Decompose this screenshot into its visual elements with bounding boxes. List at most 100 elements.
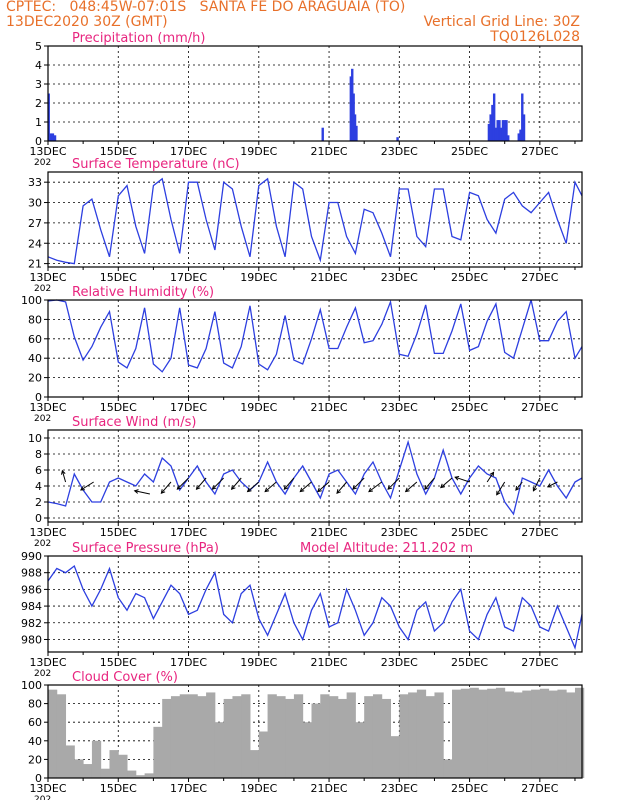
- wind-arrow: [532, 477, 541, 492]
- wind-arrowhead: [368, 487, 373, 493]
- cloud-bar: [566, 692, 576, 778]
- header-grid-note: Vertical Grid Line: 30Z: [423, 14, 580, 30]
- cloud-bar: [372, 694, 383, 778]
- x-tick-label: 17DEC: [170, 401, 207, 414]
- y-tick-label: 100: [21, 294, 42, 307]
- x-tick-label: 15DEC: [100, 401, 137, 414]
- header-run-time: 13DEC2020 30Z (GMT): [6, 14, 168, 30]
- y-tick-label: 2: [35, 496, 42, 509]
- wind-arrowhead: [352, 485, 357, 490]
- cloud-bar: [127, 770, 137, 778]
- y-tick-label: 0: [35, 391, 42, 404]
- precip-bar: [522, 114, 526, 141]
- wind-arrow: [424, 477, 435, 490]
- precip-bar: [494, 127, 498, 141]
- x-tick-label: 25DEC: [451, 656, 488, 669]
- wind-arrowhead: [176, 485, 182, 490]
- wind-arrow: [61, 470, 67, 483]
- cloud-bar: [170, 696, 181, 778]
- x-tick-label: 27DEC: [521, 526, 558, 539]
- cloud-bar: [399, 694, 409, 778]
- header-code: TQ0126L028: [490, 29, 580, 45]
- precip-bar: [321, 127, 324, 141]
- x-tick-label: 21DEC: [310, 271, 347, 284]
- cloud-bar: [276, 696, 286, 778]
- cloud-bar: [65, 745, 75, 778]
- wind-arrow: [317, 481, 330, 492]
- y-tick-label: 100: [21, 679, 42, 692]
- panel-title: Surface Pressure (hPa): [72, 541, 219, 556]
- y-tick-label: 4: [35, 480, 42, 493]
- cloud-bar: [487, 688, 497, 778]
- wind-arrow: [336, 481, 347, 494]
- panel-title: Surface Temperature (nC): [72, 157, 240, 172]
- panel-title: Relative Humidity (%): [72, 285, 214, 300]
- cloud-bar: [214, 722, 225, 778]
- wind-arrowhead: [424, 485, 429, 490]
- wind-arrowhead: [195, 485, 201, 490]
- x-tick-label: 23DEC: [381, 526, 418, 539]
- cloud-bar: [48, 689, 58, 778]
- precip-bar: [49, 133, 53, 141]
- cloud-bar: [381, 698, 392, 778]
- wind-arrowhead: [546, 483, 552, 488]
- wind-arrow: [387, 477, 400, 490]
- x-tick-label: 25DEC: [451, 782, 488, 795]
- x-tick-label: 27DEC: [521, 401, 558, 414]
- wind-arrowhead: [515, 485, 520, 491]
- y-tick-label: 27: [28, 217, 42, 230]
- x-tick-label: 23DEC: [381, 271, 418, 284]
- panel-title: Cloud Cover (%): [72, 670, 178, 685]
- wind-arrow: [299, 481, 312, 492]
- wind-arrowhead: [336, 489, 341, 494]
- panel-subtitle: Model Altitude: 211.202 m: [300, 541, 473, 556]
- y-tick-label: 40: [28, 735, 42, 748]
- cloud-bar: [56, 694, 67, 778]
- cloud-bar: [478, 689, 488, 778]
- cloud-bar: [311, 703, 321, 778]
- x-tick-label: 17DEC: [170, 271, 207, 284]
- cloud-bar: [416, 689, 427, 778]
- x-tick-label: 13DEC: [29, 526, 66, 539]
- x-year-label: 202: [34, 414, 51, 424]
- y-tick-label: 980: [21, 633, 42, 646]
- y-tick-label: 986: [21, 583, 42, 596]
- cloud-bar: [135, 775, 146, 778]
- cloud-bar: [531, 689, 541, 778]
- cloud-bar: [452, 689, 462, 778]
- x-year-label: 202: [34, 669, 51, 679]
- cloud-bar: [258, 731, 269, 778]
- cloud-bar: [408, 692, 418, 778]
- y-tick-label: 0: [35, 135, 42, 148]
- wind-arrowhead: [299, 487, 305, 493]
- y-tick-label: 5: [35, 40, 42, 53]
- panel-frame: [47, 45, 583, 142]
- y-tick-label: 3: [35, 78, 42, 91]
- cloud-bar: [206, 692, 216, 778]
- x-tick-label: 23DEC: [381, 401, 418, 414]
- x-tick-label: 21DEC: [310, 145, 347, 158]
- cloud-bar: [346, 692, 356, 778]
- x-tick-label: 17DEC: [170, 526, 207, 539]
- y-tick-label: 60: [28, 333, 42, 346]
- wind-arrowhead: [440, 483, 445, 489]
- x-year-label: 202: [34, 158, 51, 168]
- wind-arrowhead: [211, 485, 217, 490]
- cloud-bar: [188, 694, 198, 778]
- panel-frame: [47, 171, 583, 268]
- wind-arrow: [196, 477, 207, 490]
- panel-frame: [47, 684, 583, 779]
- precip-bar: [507, 135, 510, 141]
- cloud-bar: [232, 696, 242, 778]
- wind-arrow: [176, 477, 189, 490]
- precip-bar: [353, 114, 357, 141]
- wind-arrowhead: [264, 487, 270, 493]
- y-tick-label: 21: [28, 258, 42, 271]
- panel-title: Surface Wind (m/s): [72, 415, 196, 430]
- x-tick-label: 21DEC: [310, 782, 347, 795]
- precip-bar: [501, 120, 505, 141]
- cloud-bar: [425, 696, 435, 778]
- precip-bar: [503, 120, 506, 141]
- cloud-bar: [118, 754, 128, 778]
